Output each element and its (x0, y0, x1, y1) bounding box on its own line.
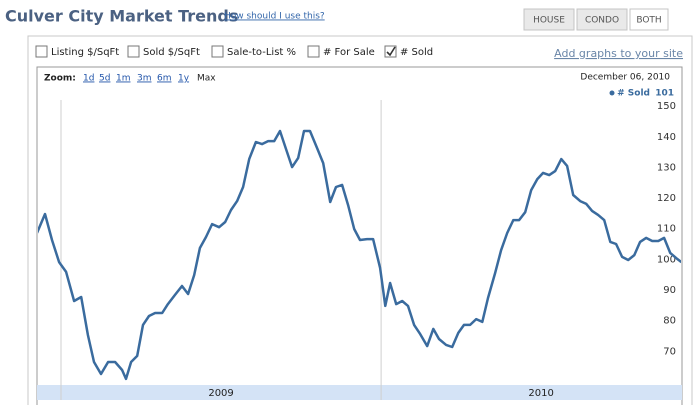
tab[interactable] (523, 8, 575, 31)
data-line (38, 129, 681, 381)
legend-dot (609, 90, 615, 96)
zoom-option[interactable]: 1m (116, 74, 131, 84)
chart-box (36, 66, 683, 405)
y-tick-label: 100 (657, 254, 676, 265)
legend-value: 101 (655, 89, 674, 99)
checkbox[interactable] (35, 45, 48, 58)
y-tick-label: 120 (657, 193, 676, 204)
zoom-option[interactable]: 6m (157, 74, 172, 84)
legend-name: # Sold (617, 89, 650, 99)
page-title: Culver City Market Trends (5, 7, 238, 26)
y-tick-label: 90 (663, 285, 676, 296)
checkbox-label[interactable]: # Sold (400, 47, 433, 58)
current-date: December 06, 2010 (580, 73, 670, 83)
y-tick-label: 80 (663, 316, 676, 327)
x-tick-label: 2009 (208, 388, 233, 399)
checkbox-label[interactable]: # For Sale (323, 47, 375, 58)
embed-link[interactable]: Add graphs to your site (554, 47, 683, 60)
y-tick-label: 130 (657, 162, 676, 173)
x-axis-band (37, 385, 682, 400)
zoom-option[interactable]: 1d (83, 74, 94, 84)
y-tick-label: 70 (663, 346, 676, 357)
checkbox[interactable] (307, 45, 320, 58)
zoom-option[interactable]: 1y (178, 74, 190, 84)
tab-label[interactable]: HOUSE (533, 16, 565, 26)
y-tick-label: 150 (657, 101, 676, 112)
zoom-option[interactable]: 5d (99, 74, 110, 84)
tab-label[interactable]: BOTH (636, 16, 661, 26)
zoom-label: Zoom: (44, 74, 76, 84)
checkbox[interactable] (384, 45, 397, 58)
y-tick-label: 110 (657, 224, 676, 235)
zoom-option[interactable]: 3m (137, 74, 152, 84)
tab-label[interactable]: CONDO (585, 16, 619, 26)
zoom-option[interactable]: Max (197, 74, 216, 84)
checkbox-label[interactable]: Sold $/SqFt (143, 47, 200, 58)
checkbox-label[interactable]: Listing $/SqFt (51, 47, 119, 58)
tab[interactable] (629, 8, 669, 31)
x-tick-label: 2010 (528, 388, 553, 399)
tab[interactable] (576, 8, 628, 31)
checkbox-label[interactable]: Sale-to-List % (227, 47, 296, 58)
y-tick-label: 140 (657, 132, 676, 143)
checkbox[interactable] (211, 45, 224, 58)
checkmark (386, 46, 396, 57)
checkbox[interactable] (127, 45, 140, 58)
help-link[interactable]: How should I use this? (224, 12, 325, 22)
